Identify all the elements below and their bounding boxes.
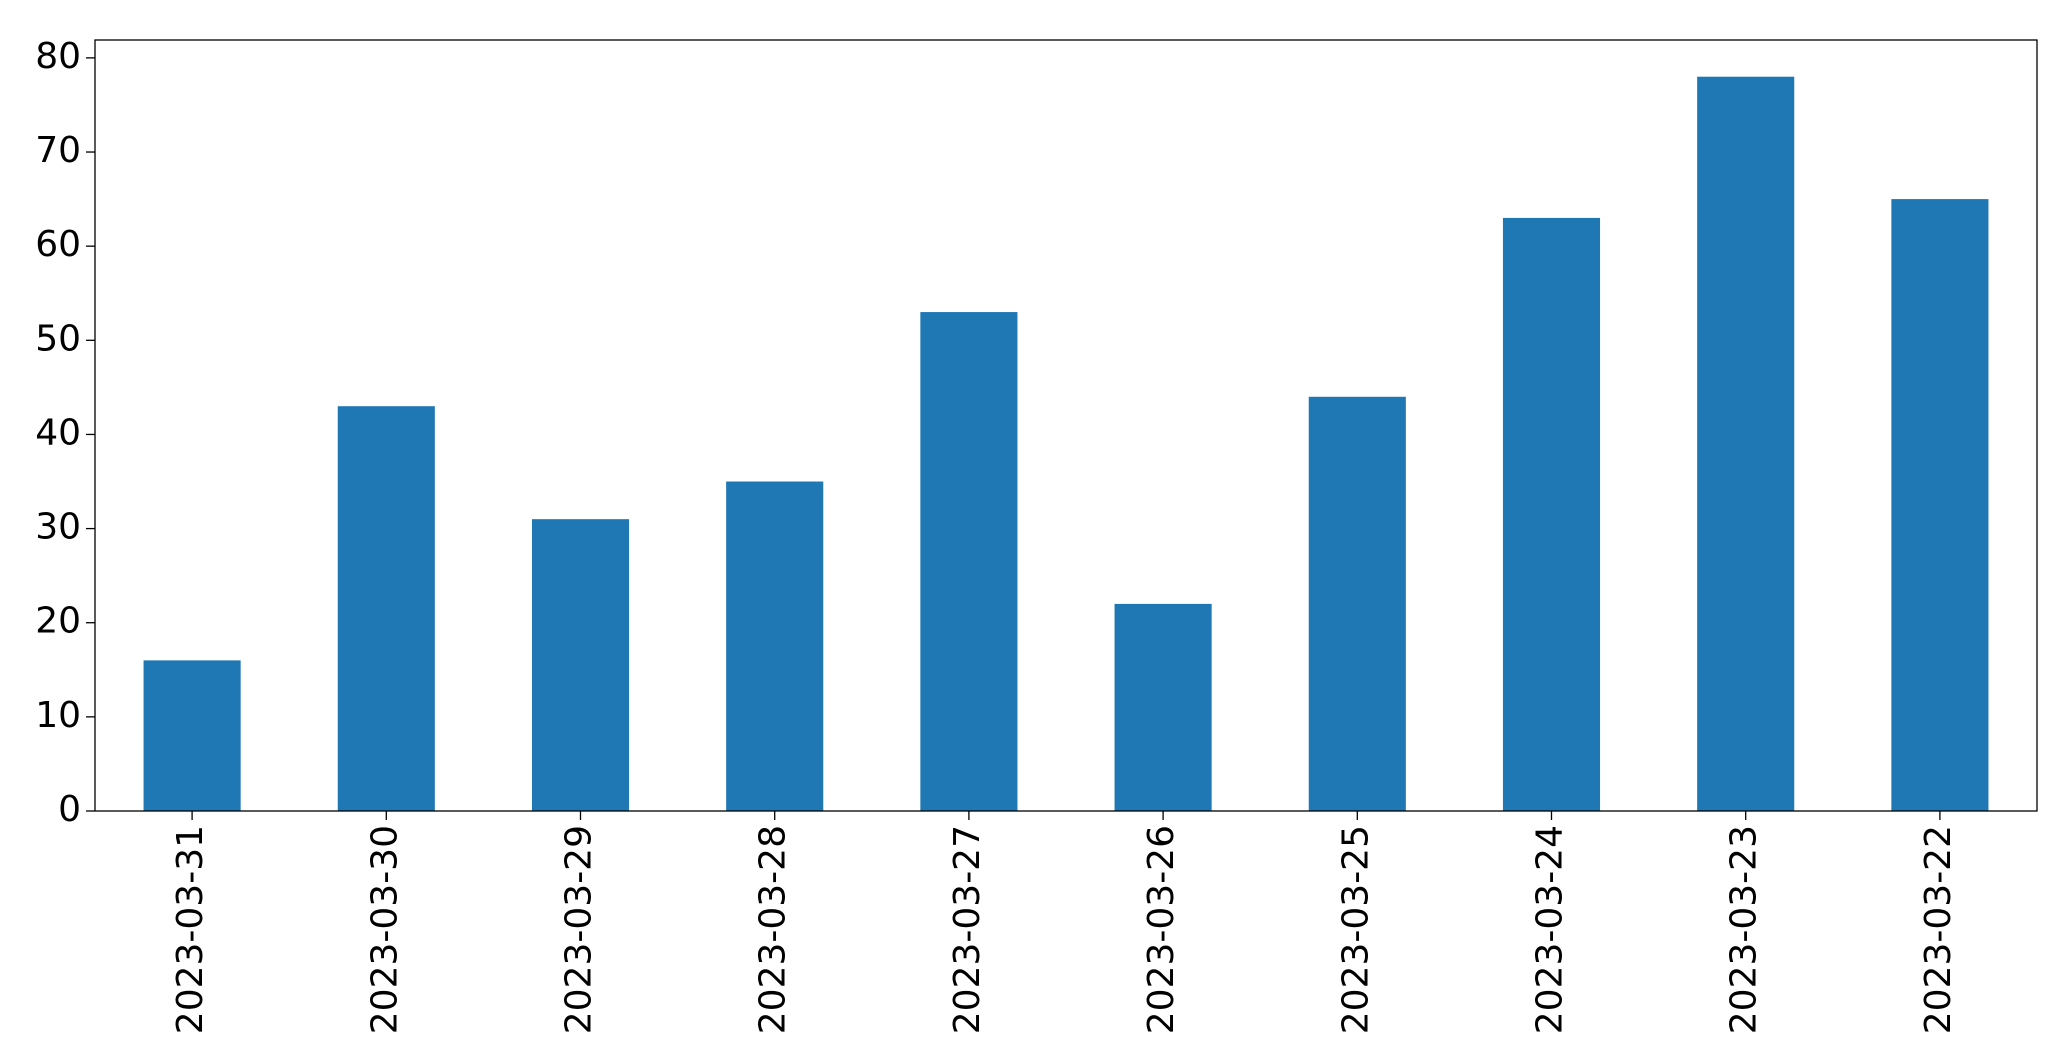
bar xyxy=(1502,217,1601,811)
y-tick-label: 20 xyxy=(35,601,81,642)
bar xyxy=(1114,603,1212,811)
x-tick-label: 2023-03-29 xyxy=(559,825,600,1034)
y-tick-label: 10 xyxy=(35,695,81,736)
x-tick-label: 2023-03-25 xyxy=(1335,825,1376,1034)
y-tick-label: 80 xyxy=(35,36,81,77)
x-tick-label: 2023-03-26 xyxy=(1141,825,1182,1034)
plot-frame xyxy=(94,39,2038,812)
x-tick-label: 2023-03-27 xyxy=(947,825,988,1034)
bar xyxy=(531,519,630,811)
x-tick-label: 2023-03-28 xyxy=(753,825,794,1034)
y-tick-label: 60 xyxy=(35,224,81,265)
y-tick-label: 50 xyxy=(35,318,81,359)
bar xyxy=(1697,76,1795,811)
bar xyxy=(1891,199,1989,812)
x-tick-label: 2023-03-31 xyxy=(170,825,211,1034)
x-tick-label: 2023-03-24 xyxy=(1530,825,1571,1034)
bar xyxy=(1308,396,1406,811)
y-tick-label: 30 xyxy=(35,507,81,548)
y-tick-label: 40 xyxy=(35,412,81,453)
bar xyxy=(726,481,824,811)
y-tick-label: 0 xyxy=(58,789,81,830)
bar xyxy=(143,660,241,811)
x-tick-label: 2023-03-30 xyxy=(364,825,405,1034)
bar xyxy=(920,312,1018,811)
bar xyxy=(337,406,435,811)
x-tick-label: 2023-03-22 xyxy=(1918,825,1959,1034)
x-tick-label: 2023-03-23 xyxy=(1724,825,1765,1034)
y-tick-label: 70 xyxy=(35,130,81,171)
